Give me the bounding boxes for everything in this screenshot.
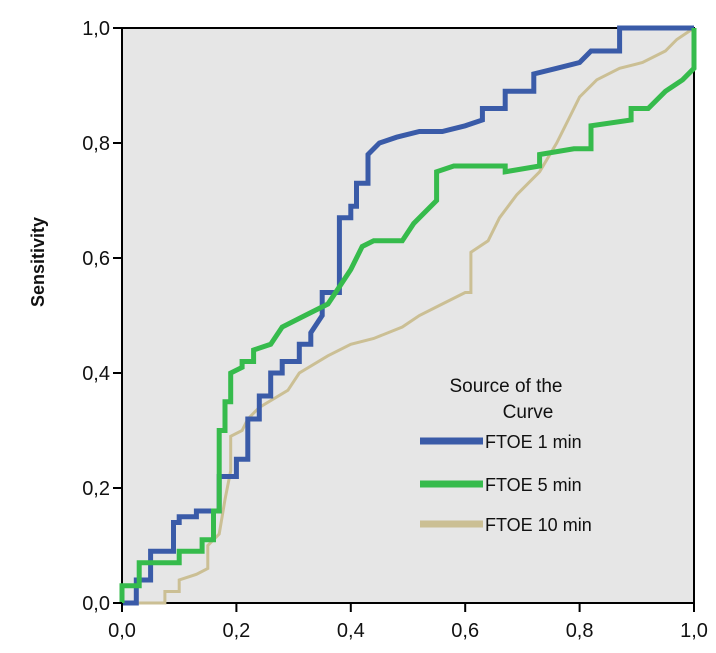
y-tick-label: 0,8 <box>82 133 110 155</box>
y-tick-label: 0,6 <box>82 248 110 270</box>
y-tick-label: 0,4 <box>82 363 110 385</box>
series-line-ftoe-10-min <box>122 26 695 605</box>
x-tick-label: 0,0 <box>108 620 136 642</box>
x-tick-label: 0,6 <box>451 620 479 642</box>
legend-label-ftoe-5min: FTOE 5 min <box>485 475 582 495</box>
legend-title-line1: Source of the <box>449 376 562 397</box>
axis-layer: 0,0 0,2 0,4 0,6 0,8 1,0 0,0 0,2 0,4 0,6 0,8 1,0 <box>82 18 708 642</box>
y-tick-label: 0,2 <box>82 478 110 500</box>
x-tick-label: 0,2 <box>222 620 250 642</box>
legend: Source of the Curve FTOE 1 min FTOE 5 mi… <box>420 376 592 535</box>
legend-title-line2: Curve <box>503 402 554 423</box>
x-tick-label: 0,4 <box>337 620 365 642</box>
legend-label-ftoe-1min: FTOE 1 min <box>485 432 582 452</box>
y-axis-label: Sensitivity <box>28 217 48 307</box>
x-tick-label: 1,0 <box>680 620 708 642</box>
y-tick-label: 1,0 <box>82 18 110 40</box>
plot-area <box>121 27 695 604</box>
x-tick-label: 0,8 <box>566 620 594 642</box>
series-line-ftoe-5-min <box>119 28 697 603</box>
y-tick-label: 0,0 <box>82 593 110 615</box>
legend-label-ftoe-10min: FTOE 10 min <box>485 515 592 535</box>
series-line-ftoe-1-min <box>122 25 694 606</box>
series-layer <box>119 25 697 606</box>
